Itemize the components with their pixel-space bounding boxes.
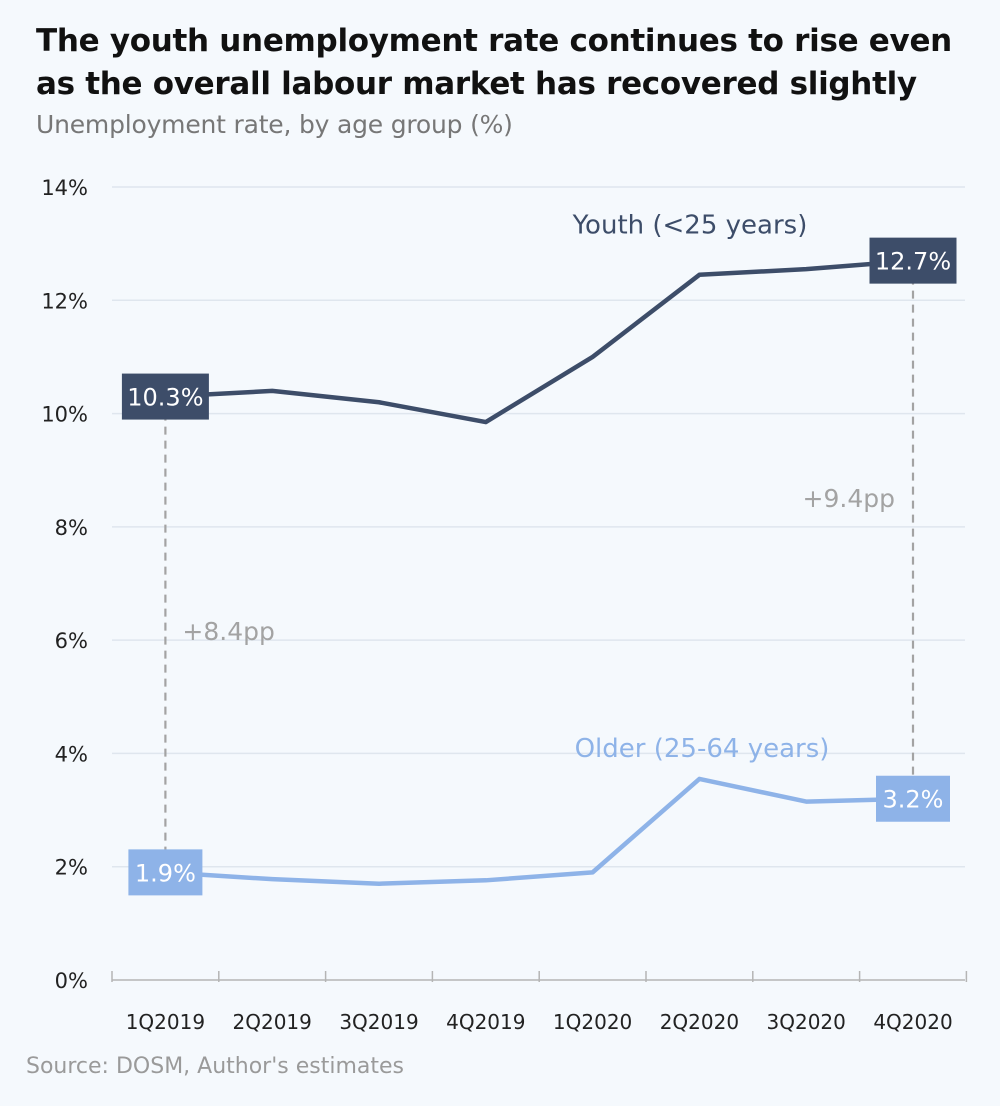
end-value-label-box — [869, 237, 957, 284]
x-tick-label: 2Q2020 — [660, 1010, 739, 1034]
x-tick-label: 3Q2019 — [339, 1010, 418, 1034]
y-tick-label: 10% — [41, 403, 88, 427]
end-value-label: 12.7% — [875, 248, 951, 276]
series-label-youth: Youth (<25 years) — [572, 211, 808, 241]
start-value-label: 10.3% — [127, 384, 203, 412]
gap-annotation-end: +9.4pp — [803, 484, 895, 513]
start-value-label: 1.9% — [135, 859, 196, 887]
y-tick-label: 2% — [55, 856, 88, 880]
x-tick-label: 4Q2020 — [873, 1010, 952, 1034]
chart-title: The youth unemployment rate continues to… — [36, 23, 952, 102]
y-tick-label: 14% — [41, 176, 88, 200]
end-value-label: 3.2% — [883, 786, 944, 814]
x-tick-label: 1Q2019 — [126, 1010, 205, 1034]
x-tick-label: 3Q2020 — [767, 1010, 846, 1034]
y-tick-label: 12% — [41, 289, 88, 313]
series-line-older — [163, 776, 916, 886]
end-value-label-box — [876, 775, 950, 822]
start-value-label-box — [128, 849, 203, 896]
y-tick-label: 0% — [55, 969, 88, 993]
start-value-label-box — [121, 373, 209, 420]
y-tick-label: 6% — [55, 629, 88, 653]
source-note: Source: DOSM, Author's estimates — [26, 1054, 404, 1079]
series-line-youth — [163, 258, 916, 425]
x-tick-label: 4Q2019 — [446, 1010, 525, 1034]
series-label-older: Older (25-64 years) — [575, 734, 830, 764]
y-tick-label: 8% — [55, 516, 88, 540]
x-tick-label: 1Q2020 — [553, 1010, 632, 1034]
gap-annotation-start: +8.4pp — [182, 617, 274, 646]
chart-subtitle: Unemployment rate, by age group (%) — [36, 110, 513, 139]
y-tick-label: 4% — [55, 742, 88, 766]
x-tick-label: 2Q2019 — [233, 1010, 312, 1034]
